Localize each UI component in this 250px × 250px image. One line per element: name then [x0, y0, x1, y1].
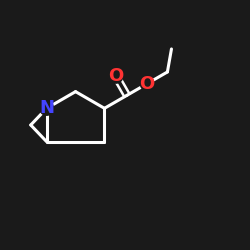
Text: O: O	[108, 67, 124, 85]
Text: O: O	[140, 75, 155, 93]
Circle shape	[140, 77, 154, 90]
Circle shape	[109, 69, 123, 83]
Text: N: N	[39, 99, 54, 117]
Circle shape	[40, 102, 54, 115]
